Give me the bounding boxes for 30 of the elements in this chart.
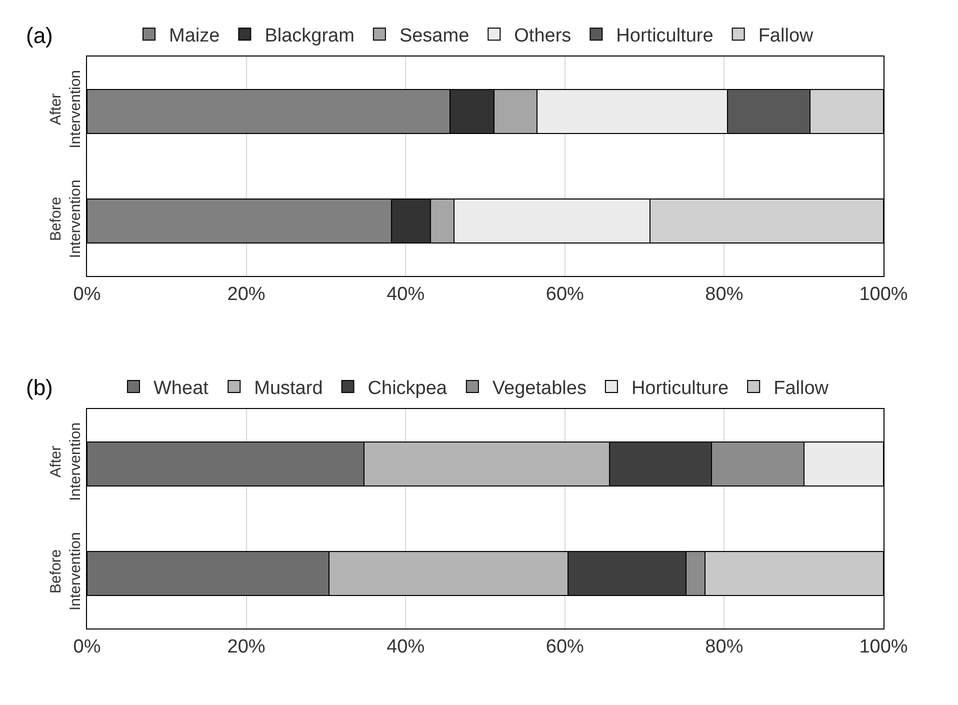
legend-label: Horticulture xyxy=(631,378,729,399)
x-tick-label: 0% xyxy=(73,284,101,305)
legend-label: Fallow xyxy=(774,378,829,399)
y-tick-label: After Intervention xyxy=(48,70,84,148)
legend-label: Others xyxy=(514,25,572,46)
legend-label: Chickpea xyxy=(368,378,448,399)
x-tick-label: 100% xyxy=(859,636,908,658)
legend-label: Sesame xyxy=(399,25,470,46)
legend-label: Maize xyxy=(169,25,220,46)
x-tick-label: 40% xyxy=(386,284,425,305)
x-tick-label: 20% xyxy=(227,284,266,305)
x-tick-label: 40% xyxy=(386,636,425,658)
legend-label: Mustard xyxy=(254,378,323,399)
x-tick-label: 20% xyxy=(227,636,266,658)
x-tick-label: 60% xyxy=(546,636,584,658)
legend-label: Wheat xyxy=(154,378,210,399)
legend-label: Blackgram xyxy=(264,25,354,46)
y-tick-label: Before Intervention xyxy=(48,180,84,258)
chart-title: (a) xyxy=(26,23,53,48)
legend-label: Fallow xyxy=(758,25,814,46)
x-tick-label: 100% xyxy=(859,284,908,305)
legend-label: Vegetables xyxy=(492,378,586,399)
x-tick-label: 80% xyxy=(705,636,744,658)
y-tick-label: After Intervention xyxy=(48,422,84,501)
chart-title: (b) xyxy=(26,375,53,400)
legend-label: Horticulture xyxy=(616,25,714,46)
x-tick-label: 0% xyxy=(73,636,101,658)
y-tick-label: Before Intervention xyxy=(48,532,84,611)
x-tick-label: 80% xyxy=(705,284,744,305)
x-tick-label: 60% xyxy=(546,284,584,305)
